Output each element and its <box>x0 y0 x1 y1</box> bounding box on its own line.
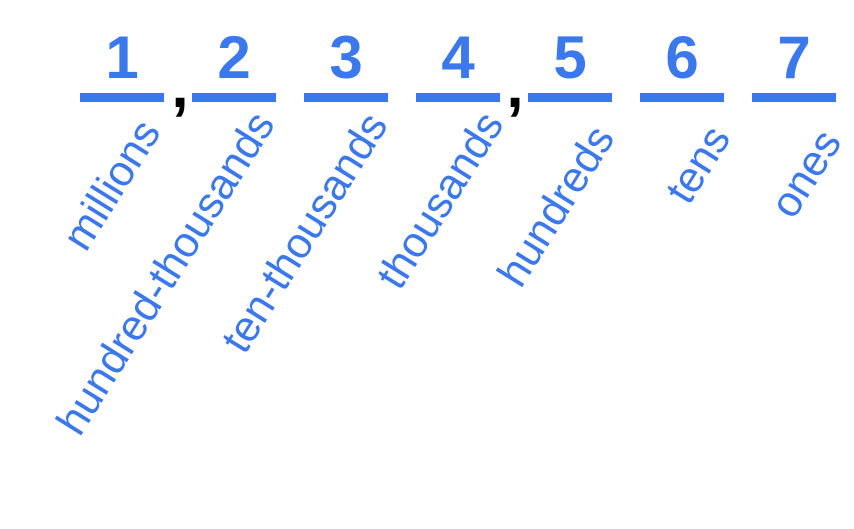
label-hundreds: hundreds <box>488 117 624 295</box>
digit-thousands: 4 <box>441 24 475 91</box>
digit-hundreds: 5 <box>553 24 587 91</box>
digit-ten-thousands: 3 <box>329 24 363 91</box>
blank-line-hundreds <box>528 93 612 102</box>
digit-hundred-thousands: 2 <box>217 24 251 91</box>
comma-separator-2: , <box>506 52 524 121</box>
label-hundred-thousands: hundred-thousands <box>47 103 285 444</box>
digit-tens: 6 <box>665 24 699 91</box>
blank-line-ones <box>752 93 836 102</box>
blank-line-ten-thousands <box>304 93 388 102</box>
blank-line-millions <box>80 93 164 102</box>
blank-line-hundred-thousands <box>192 93 276 102</box>
blank-line-thousands <box>416 93 500 102</box>
blank-line-tens <box>640 93 724 102</box>
comma-separator-1: , <box>171 52 189 121</box>
label-millions: millions <box>53 111 170 259</box>
label-tens: tens <box>656 117 740 212</box>
digit-millions: 1 <box>105 24 139 91</box>
label-ones: ones <box>760 121 851 226</box>
digit-ones: 7 <box>777 24 811 91</box>
